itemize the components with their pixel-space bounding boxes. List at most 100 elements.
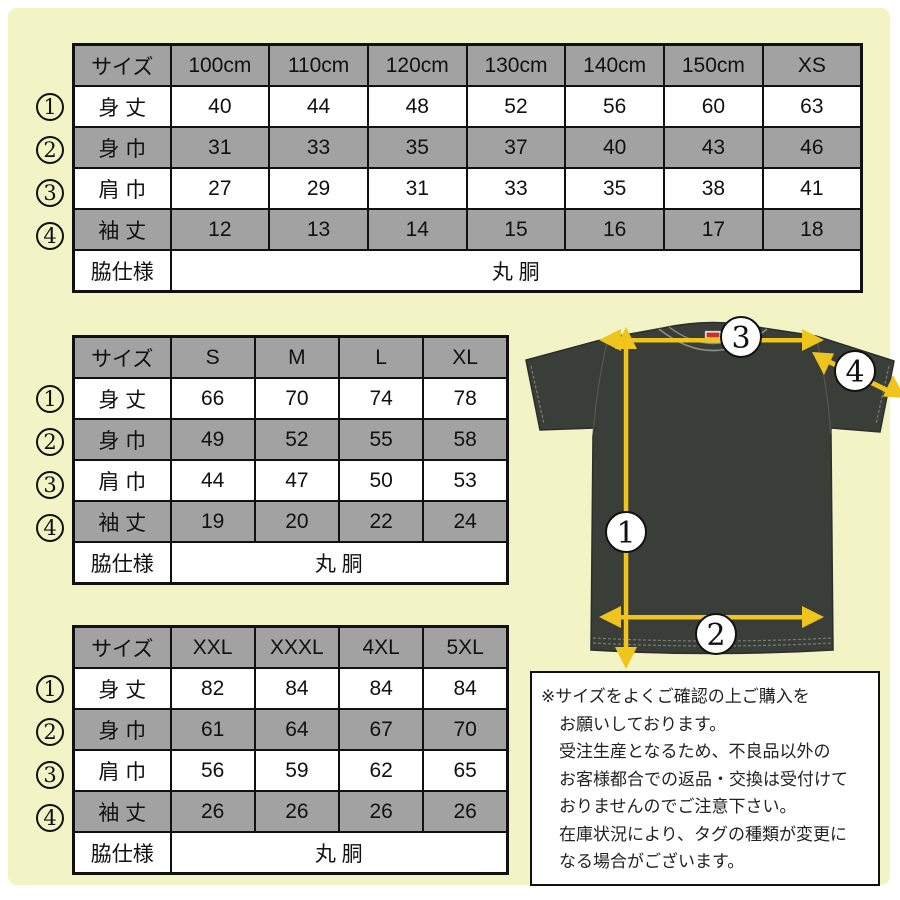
measurement-marker-1: 1 [605, 511, 647, 553]
size-value: 22 [337, 500, 425, 543]
size-value: 40 [169, 85, 271, 128]
size-value: 48 [366, 85, 468, 128]
row-label: 肩 巾 [72, 749, 172, 792]
size-value: 14 [366, 208, 468, 251]
size-value: 52 [465, 85, 567, 128]
size-value: 12 [169, 208, 271, 251]
size-value: 61 [169, 708, 256, 751]
size-value: 31 [169, 126, 271, 169]
measurement-marker-2: 2 [695, 613, 737, 655]
size-value: 43 [663, 126, 764, 169]
size-value: 26 [253, 790, 341, 833]
size-column-header: 140cm [564, 43, 666, 87]
footer-label: 脇仕様 [72, 541, 172, 585]
size-header-label: サイズ [72, 335, 172, 379]
note-line: お客様都合での返品・交換は受付けて [559, 769, 848, 789]
size-value: 84 [253, 667, 341, 710]
row-label: 袖 丈 [72, 790, 172, 833]
size-column-header: 150cm [663, 43, 764, 87]
row-label: 肩 巾 [72, 459, 172, 502]
size-value: 62 [337, 749, 425, 792]
size-value: 53 [422, 459, 509, 502]
size-value: 26 [337, 790, 425, 833]
size-value: 41 [761, 167, 863, 210]
right-sleeve-seam [815, 335, 832, 435]
size-column-header: M [253, 335, 341, 379]
row-label: 袖 丈 [72, 208, 172, 251]
size-value: 82 [169, 667, 256, 710]
svg-text:1: 1 [616, 516, 635, 551]
svg-text:4: 4 [845, 355, 864, 390]
size-column-header: XXXL [253, 625, 341, 669]
size-value: 65 [422, 749, 509, 792]
size-value: 78 [422, 377, 509, 420]
size-value: 33 [465, 167, 567, 210]
size-value: 33 [268, 126, 369, 169]
note-line: ※サイズをよくご確認の上ご購入を [541, 687, 810, 706]
size-value: 56 [169, 749, 256, 792]
size-value: 74 [337, 377, 425, 420]
size-value: 70 [422, 708, 509, 751]
note-line: お願いしております。 [559, 714, 727, 734]
size-column-header: XL [422, 335, 509, 379]
size-header-label: サイズ [72, 43, 172, 87]
row-marker: 4 [36, 222, 64, 250]
size-value: 35 [366, 126, 468, 169]
size-column-header: 130cm [465, 43, 567, 87]
size-column-header: 100cm [169, 43, 271, 87]
row-marker: 2 [36, 718, 64, 746]
size-value: 70 [253, 377, 341, 420]
footer-label: 脇仕様 [72, 249, 172, 293]
size-value: 24 [422, 500, 509, 543]
size-value: 26 [422, 790, 509, 833]
purchase-note: ※サイズをよくご確認の上ご購入を お願いしております。 受注生産となるため、不良品以… [530, 671, 880, 886]
size-value: 50 [337, 459, 425, 502]
size-value: 59 [253, 749, 341, 792]
tshirt-measurement-diagram: 3 4 1 2 [513, 314, 900, 670]
body-length-arrow [615, 327, 637, 669]
footer-value: 丸 胴 [169, 541, 509, 585]
size-table-adult: 1 2 3 4 サイズ S M L XL 身 丈 66 70 74 78 身 巾 49 52 55 58 肩 巾 44 4… [36, 335, 509, 585]
size-value: 27 [169, 167, 271, 210]
row-label: 身 丈 [72, 85, 172, 128]
size-column-header: XXL [169, 625, 256, 669]
row-label: 身 巾 [72, 708, 172, 751]
row-marker: 2 [36, 428, 64, 456]
size-value: 55 [337, 418, 425, 461]
size-value: 52 [253, 418, 341, 461]
svg-text:3: 3 [731, 321, 750, 356]
size-value: 58 [422, 418, 509, 461]
size-value: 49 [169, 418, 256, 461]
size-value: 38 [663, 167, 764, 210]
row-label: 身 巾 [72, 418, 172, 461]
svg-text:2: 2 [706, 618, 725, 653]
shoulder-width-arrow [599, 329, 824, 351]
size-value: 64 [253, 708, 341, 751]
size-value: 31 [366, 167, 468, 210]
size-value: 66 [169, 377, 256, 420]
row-marker: 1 [36, 93, 64, 121]
size-value: 44 [268, 85, 369, 128]
row-label: 肩 巾 [72, 167, 172, 210]
size-value: 29 [268, 167, 369, 210]
row-marker: 1 [36, 385, 64, 413]
measurement-marker-4: 4 [834, 350, 876, 392]
row-label: 身 丈 [72, 377, 172, 420]
size-value: 13 [268, 208, 369, 251]
tshirt-svg: 3 4 1 2 [525, 316, 900, 669]
size-column-header: 4XL [337, 625, 425, 669]
size-value: 63 [761, 85, 863, 128]
row-marker: 3 [36, 761, 64, 789]
size-value: 16 [564, 208, 666, 251]
size-value: 84 [422, 667, 509, 710]
size-column-header: XS [761, 43, 863, 87]
size-column-header: 120cm [366, 43, 468, 87]
row-marker: 4 [36, 514, 64, 542]
size-value: 60 [663, 85, 764, 128]
size-value: 20 [253, 500, 341, 543]
footer-value: 丸 胴 [169, 249, 863, 293]
size-value: 44 [169, 459, 256, 502]
size-column-header: L [337, 335, 425, 379]
row-marker: 3 [36, 471, 64, 499]
note-line: 在庫状況により、タグの種類が変更に [559, 824, 847, 844]
